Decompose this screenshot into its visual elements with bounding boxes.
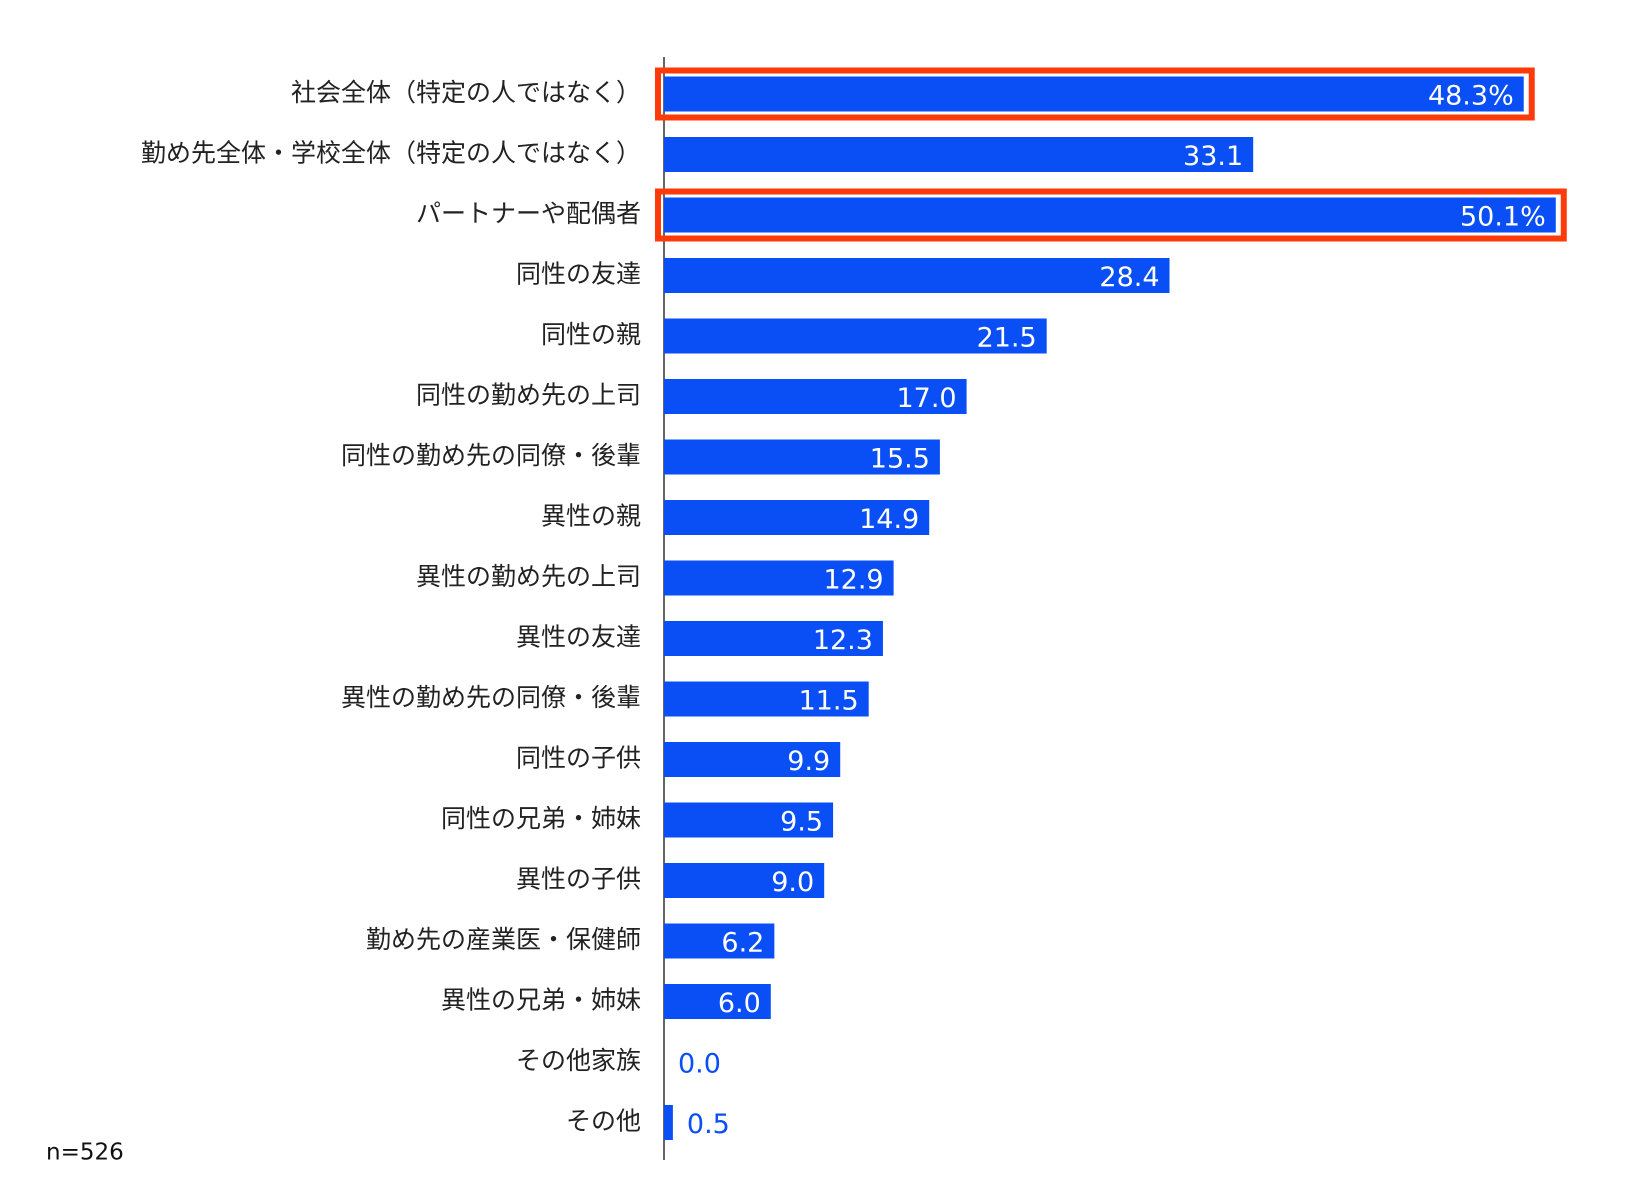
value-label: 33.1 <box>1183 141 1243 172</box>
category-label: その他家族 <box>516 1046 641 1075</box>
bar <box>664 621 883 656</box>
highlight-box <box>655 67 1535 121</box>
value-label: 17.0 <box>896 383 956 414</box>
value-label: 48.3% <box>1428 81 1514 112</box>
note: n=526 <box>46 1140 124 1166</box>
value-label: 50.1% <box>1460 202 1546 233</box>
bar <box>664 863 825 898</box>
category-label: 異性の勤め先の同僚・後輩 <box>341 683 641 712</box>
value-label: 9.5 <box>780 807 823 838</box>
category-label: 同性の親 <box>541 320 641 349</box>
category-label: 社会全体（特定の人ではなく） <box>291 78 641 107</box>
bar <box>664 439 940 475</box>
value-label: 0.5 <box>687 1109 730 1140</box>
value-label: 9.9 <box>787 746 830 777</box>
category-label: その他 <box>566 1107 641 1136</box>
bar <box>664 137 1254 172</box>
bar <box>664 1105 673 1140</box>
bar <box>664 681 869 717</box>
category-label: 勤め先の産業医・保健師 <box>366 925 641 954</box>
bar <box>664 500 930 535</box>
value-label: 0.0 <box>678 1049 721 1080</box>
bar <box>664 76 1524 112</box>
value-label: 6.2 <box>721 928 764 959</box>
bar <box>664 318 1047 354</box>
bar <box>664 742 841 777</box>
highlight-box <box>655 188 1567 242</box>
category-label: 異性の親 <box>541 502 641 531</box>
category-label: 同性の勤め先の上司 <box>416 381 641 410</box>
bar <box>664 802 834 838</box>
value-label: 28.4 <box>1099 262 1159 293</box>
bar <box>664 379 967 414</box>
value-label: 14.9 <box>859 504 919 535</box>
value-label: 15.5 <box>870 444 930 475</box>
category-label: パートナーや配偶者 <box>416 199 641 228</box>
category-label: 異性の勤め先の上司 <box>416 562 641 591</box>
category-label: 勤め先全体・学校全体（特定の人ではなく） <box>141 139 641 168</box>
category-label: 同性の子供 <box>516 744 641 773</box>
bar <box>664 560 894 596</box>
value-label: 21.5 <box>977 323 1037 354</box>
category-label: 異性の友達 <box>516 623 641 652</box>
category-label: 同性の兄弟・姉妹 <box>441 804 641 833</box>
value-label: 12.3 <box>813 625 873 656</box>
category-label: 異性の兄弟・姉妹 <box>441 986 641 1015</box>
value-label: 11.5 <box>799 686 859 717</box>
bar <box>664 258 1170 293</box>
bar <box>664 197 1556 233</box>
category-label: 異性の子供 <box>516 865 641 894</box>
value-label: 6.0 <box>718 988 761 1019</box>
category-label: 同性の勤め先の同僚・後輩 <box>341 441 641 470</box>
value-label: 9.0 <box>771 867 814 898</box>
category-label: 同性の友達 <box>516 260 641 289</box>
bar <box>664 923 775 959</box>
value-label: 12.9 <box>823 565 883 596</box>
bar <box>664 984 771 1019</box>
